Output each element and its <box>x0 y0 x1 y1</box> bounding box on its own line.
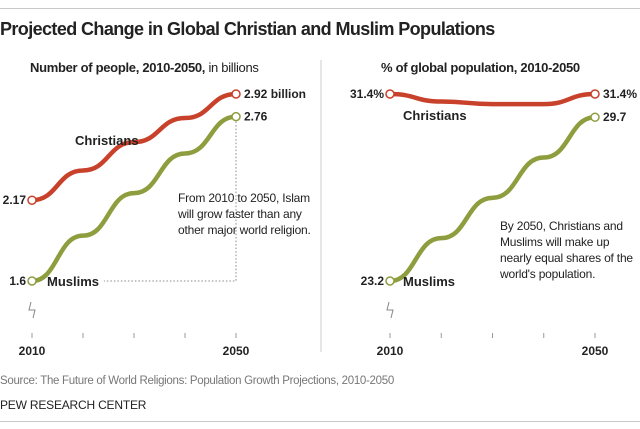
left-subtitle-main: Number of people, 2010-2050, <box>30 60 206 75</box>
christians-point <box>231 89 241 99</box>
muslims-point <box>590 112 600 122</box>
muslims-point <box>385 276 395 286</box>
left-chart-subtitle: Number of people, 2010-2050, in billions <box>30 60 259 75</box>
x-tick-label: 2050 <box>223 344 250 358</box>
christians-series-label: Christians <box>403 108 467 123</box>
annotation-leader-line <box>104 121 237 282</box>
muslims-point <box>231 111 241 122</box>
muslims-series-label: Muslims <box>47 274 99 289</box>
christians-series-label: Christians <box>75 133 139 148</box>
christians-line <box>387 91 598 107</box>
christians-start-label: 2.17 <box>3 193 27 207</box>
christians-point <box>385 89 395 99</box>
right-annotation: By 2050, Christians and Muslims will mak… <box>500 219 633 281</box>
axis-break-icon <box>386 301 394 319</box>
left-subtitle-units: in billions <box>208 60 259 75</box>
christians-point <box>590 89 600 99</box>
muslims-start-label: 23.2 <box>361 274 385 288</box>
right-chart-subtitle: % of global population, 2010-2050 <box>381 60 580 75</box>
x-tick-label: 2050 <box>582 344 609 358</box>
muslims-point <box>27 276 37 286</box>
axis-break-icon <box>28 301 36 319</box>
muslims-end-label: 29.7 <box>603 110 627 124</box>
chart-title: Projected Change in Global Christian and… <box>0 19 495 39</box>
christians-point <box>27 195 37 205</box>
christians-end-label: 2.92 billion <box>244 87 306 101</box>
x-tick-label: 2010 <box>377 344 404 358</box>
org-credit: PEW RESEARCH CENTER <box>0 398 147 412</box>
christians-end-label: 31.4% <box>603 87 637 101</box>
source-note: Source: The Future of World Religions: P… <box>0 375 394 387</box>
muslims-end-label: 2.76 <box>244 110 268 124</box>
muslims-start-label: 1.6 <box>9 274 26 288</box>
bottom-rule <box>0 421 640 422</box>
muslims-series-label: Muslims <box>403 274 455 289</box>
left-annotation: From 2010 to 2050, Islam will grow faste… <box>178 191 311 237</box>
x-tick-label: 2010 <box>19 344 46 358</box>
top-rule <box>0 8 640 9</box>
christians-start-label: 31.4% <box>350 87 384 101</box>
